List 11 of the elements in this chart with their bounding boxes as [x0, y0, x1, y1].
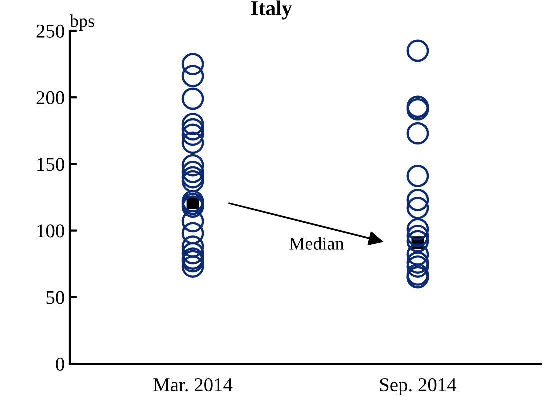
y-tick-label: 50	[46, 291, 64, 304]
y-tick-label: 250	[36, 24, 64, 38]
y-tick-label: 150	[38, 158, 64, 172]
y-axis-title: bps	[70, 14, 94, 31]
chart-title: Italy	[251, 0, 292, 20]
x-tick-label: Mar. 2014	[154, 378, 233, 392]
x-tick-label: Sep. 2014	[380, 378, 457, 396]
annotation: Median	[290, 237, 344, 250]
y-tick-label: 0	[56, 358, 64, 371]
y-tick-label: 200	[36, 91, 64, 105]
y-tick-label: 100	[38, 224, 64, 238]
